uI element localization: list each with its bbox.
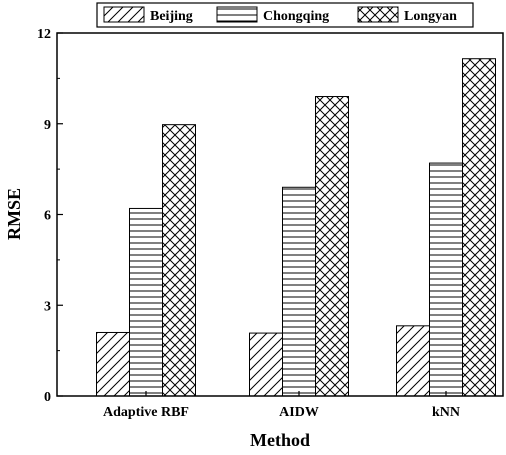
y-tick-label: 0 xyxy=(44,390,51,405)
y-tick-label: 9 xyxy=(44,118,51,133)
x-axis-label: Method xyxy=(250,430,310,450)
legend-swatch-beijing xyxy=(103,6,145,23)
legend-label-chongqing: Chongqing xyxy=(263,9,329,24)
y-axis-label: RMSE xyxy=(4,188,24,240)
legend-label-longyan: Longyan xyxy=(404,9,457,24)
x-tick-label: AIDW xyxy=(279,405,319,420)
bar-longyan-1 xyxy=(315,96,349,397)
x-tick-label: Adaptive RBF xyxy=(103,405,189,420)
x-axis: Adaptive RBF AIDW kNN xyxy=(103,391,460,420)
legend-swatch-chongqing xyxy=(216,6,258,23)
bar-chongqing-1 xyxy=(282,186,316,397)
y-tick-label: 12 xyxy=(37,27,51,42)
bars-group xyxy=(96,58,496,397)
bar-longyan-0 xyxy=(162,124,196,397)
y-tick-label: 6 xyxy=(44,209,51,224)
bar-chongqing-0 xyxy=(129,207,163,397)
bar-beijing-2 xyxy=(396,325,430,397)
legend-swatch-longyan xyxy=(357,6,399,23)
legend: Beijing Chongqing Longyan xyxy=(96,2,474,28)
y-tick-label: 3 xyxy=(44,299,51,314)
bar-beijing-1 xyxy=(249,332,283,397)
x-tick-label: kNN xyxy=(432,405,460,420)
bar-beijing-0 xyxy=(96,331,130,397)
y-axis: 0 3 6 9 12 xyxy=(37,27,63,405)
legend-label-beijing: Beijing xyxy=(150,9,193,24)
legend-box xyxy=(96,2,474,28)
bar-longyan-2 xyxy=(462,58,496,397)
bar-chongqing-2 xyxy=(429,162,463,397)
